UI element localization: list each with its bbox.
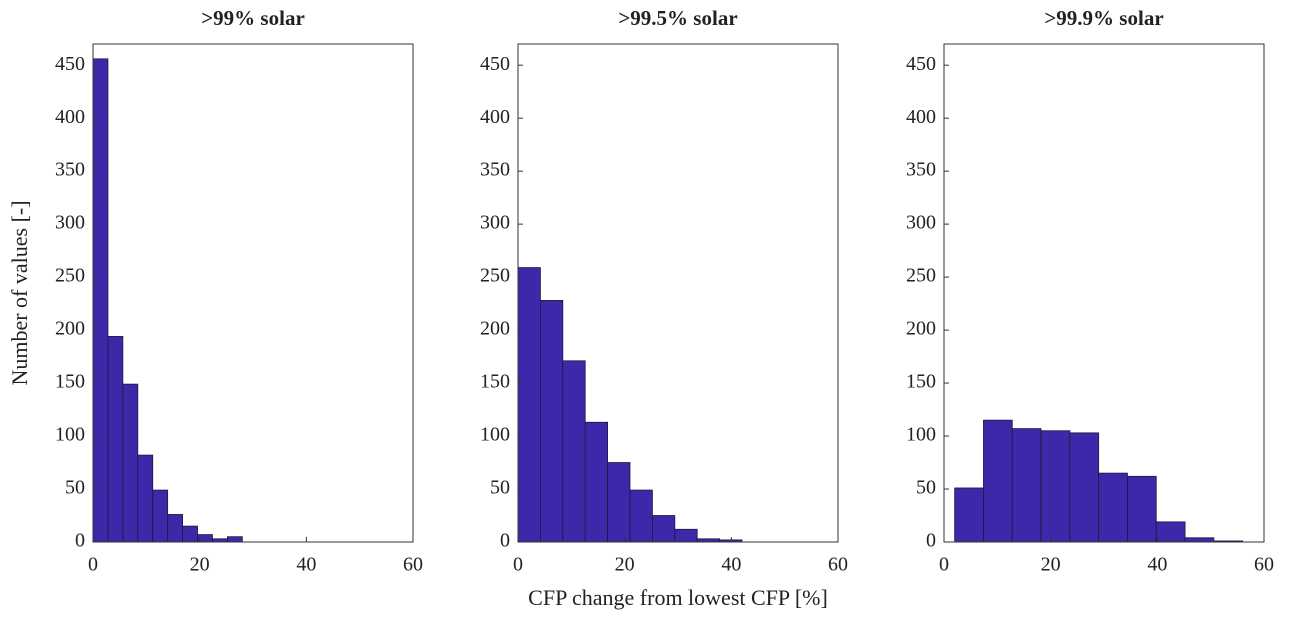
x-tick-label: 40 [296,554,316,576]
bar [652,515,676,543]
x-tick-label: 60 [403,554,423,576]
axes-box [92,43,414,543]
bar [540,300,564,543]
bar [122,383,139,543]
y-tick-label: 200 [55,318,85,340]
bar [1069,432,1100,543]
chart-title: >99.5% solar [618,6,737,30]
y-tick-label: 200 [480,318,510,340]
bar [629,489,653,543]
y-tick-label: 450 [906,53,936,75]
x-tick-label: 0 [513,554,523,576]
chart-title: >99.9% solar [1044,6,1163,30]
axes-box [517,43,839,543]
y-tick-label: 450 [480,53,510,75]
bar [954,487,984,543]
x-tick-label: 0 [88,554,98,576]
y-tick-label: 300 [480,212,510,234]
x-tick-label: 20 [190,554,210,576]
y-tick-label: 350 [906,159,936,181]
bar [182,525,198,543]
y-tick-label: 250 [906,265,936,287]
y-tick-label: 150 [480,371,510,393]
y-tick-label: 300 [55,212,85,234]
x-tick-label: 40 [1147,554,1167,576]
bar [607,462,631,543]
y-tick-label: 400 [55,106,85,128]
y-axis-label: Number of values [-] [7,200,32,385]
bar [1155,521,1186,543]
bar [674,528,698,543]
y-tick-label: 50 [490,477,510,499]
bar [983,419,1013,543]
y-tick-label: 50 [65,477,85,499]
x-tick-label: 40 [721,554,741,576]
x-tick-label: 0 [939,554,949,576]
bar [1011,428,1042,543]
x-tick-label: 20 [1041,554,1061,576]
y-tick-label: 300 [906,212,936,234]
y-tick-label: 150 [55,371,85,393]
y-tick-label: 200 [906,318,936,340]
bar [137,454,154,543]
chart-title: >99% solar [201,6,305,30]
x-tick-label: 60 [828,554,848,576]
bar [562,360,586,543]
x-axis-label: CFP change from lowest CFP [%] [528,585,828,610]
axes-box [943,43,1265,543]
y-tick-label: 250 [480,265,510,287]
bar [1040,430,1071,543]
y-tick-label: 100 [55,424,85,446]
y-tick-label: 400 [480,106,510,128]
y-tick-label: 0 [500,530,510,552]
x-tick-label: 60 [1254,554,1274,576]
y-tick-label: 50 [916,477,936,499]
y-tick-label: 100 [480,424,510,446]
bar [1184,537,1215,543]
y-tick-label: 100 [906,424,936,446]
bar [584,421,609,543]
bar [517,267,541,543]
y-tick-label: 350 [55,159,85,181]
y-tick-label: 450 [55,53,85,75]
bar [167,514,184,543]
y-tick-label: 0 [75,530,85,552]
y-tick-label: 250 [55,265,85,287]
y-tick-label: 350 [480,159,510,181]
y-tick-label: 400 [906,106,936,128]
y-tick-label: 0 [926,530,936,552]
bar [107,336,124,543]
bar [1127,475,1157,543]
bar [152,489,169,543]
bar [1098,472,1128,543]
bar [92,58,109,543]
bar [226,536,243,543]
x-tick-label: 20 [615,554,635,576]
y-tick-label: 150 [906,371,936,393]
